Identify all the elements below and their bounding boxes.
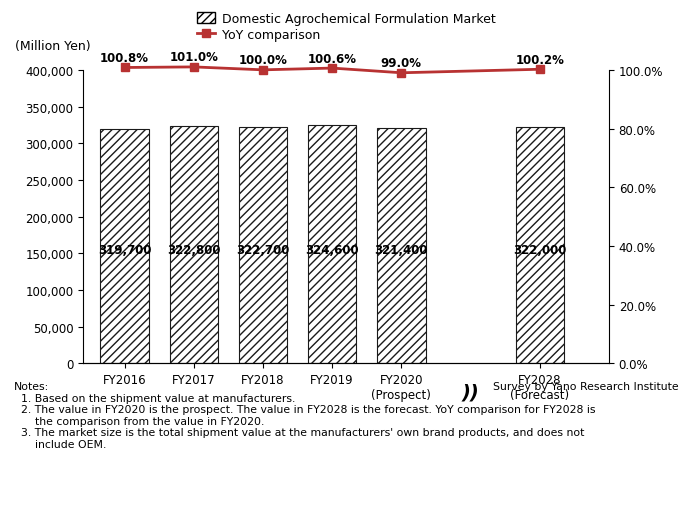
Text: 100.6%: 100.6% [308, 53, 356, 66]
Text: 100.0%: 100.0% [239, 54, 287, 67]
Bar [100, 129, 149, 364]
Text: 99.0%: 99.0% [381, 57, 422, 70]
Text: 100.2%: 100.2% [516, 54, 564, 67]
Legend: Domestic Agrochemical Formulation Market, YoY comparison: Domestic Agrochemical Formulation Market… [197, 13, 495, 41]
Text: )): )) [462, 383, 480, 401]
Bar [516, 128, 564, 364]
Text: 322,700: 322,700 [236, 243, 290, 257]
Text: Notes:
  1. Based on the shipment value at manufacturers.
  2. The value in FY20: Notes: 1. Based on the shipment value at… [14, 381, 595, 449]
Bar [239, 127, 287, 364]
Text: 321,400: 321,400 [374, 243, 428, 257]
Text: 101.0%: 101.0% [170, 52, 218, 64]
Bar [308, 126, 356, 364]
Bar [170, 127, 218, 364]
Text: 322,000: 322,000 [513, 243, 567, 257]
Text: 322,800: 322,800 [167, 243, 221, 257]
Text: (Million Yen): (Million Yen) [15, 40, 90, 53]
Text: Survey by Yano Research Institute: Survey by Yano Research Institute [493, 381, 678, 391]
Bar [377, 128, 426, 364]
Text: 324,600: 324,600 [305, 243, 359, 257]
Text: 319,700: 319,700 [98, 243, 152, 257]
Text: 100.8%: 100.8% [100, 52, 149, 65]
